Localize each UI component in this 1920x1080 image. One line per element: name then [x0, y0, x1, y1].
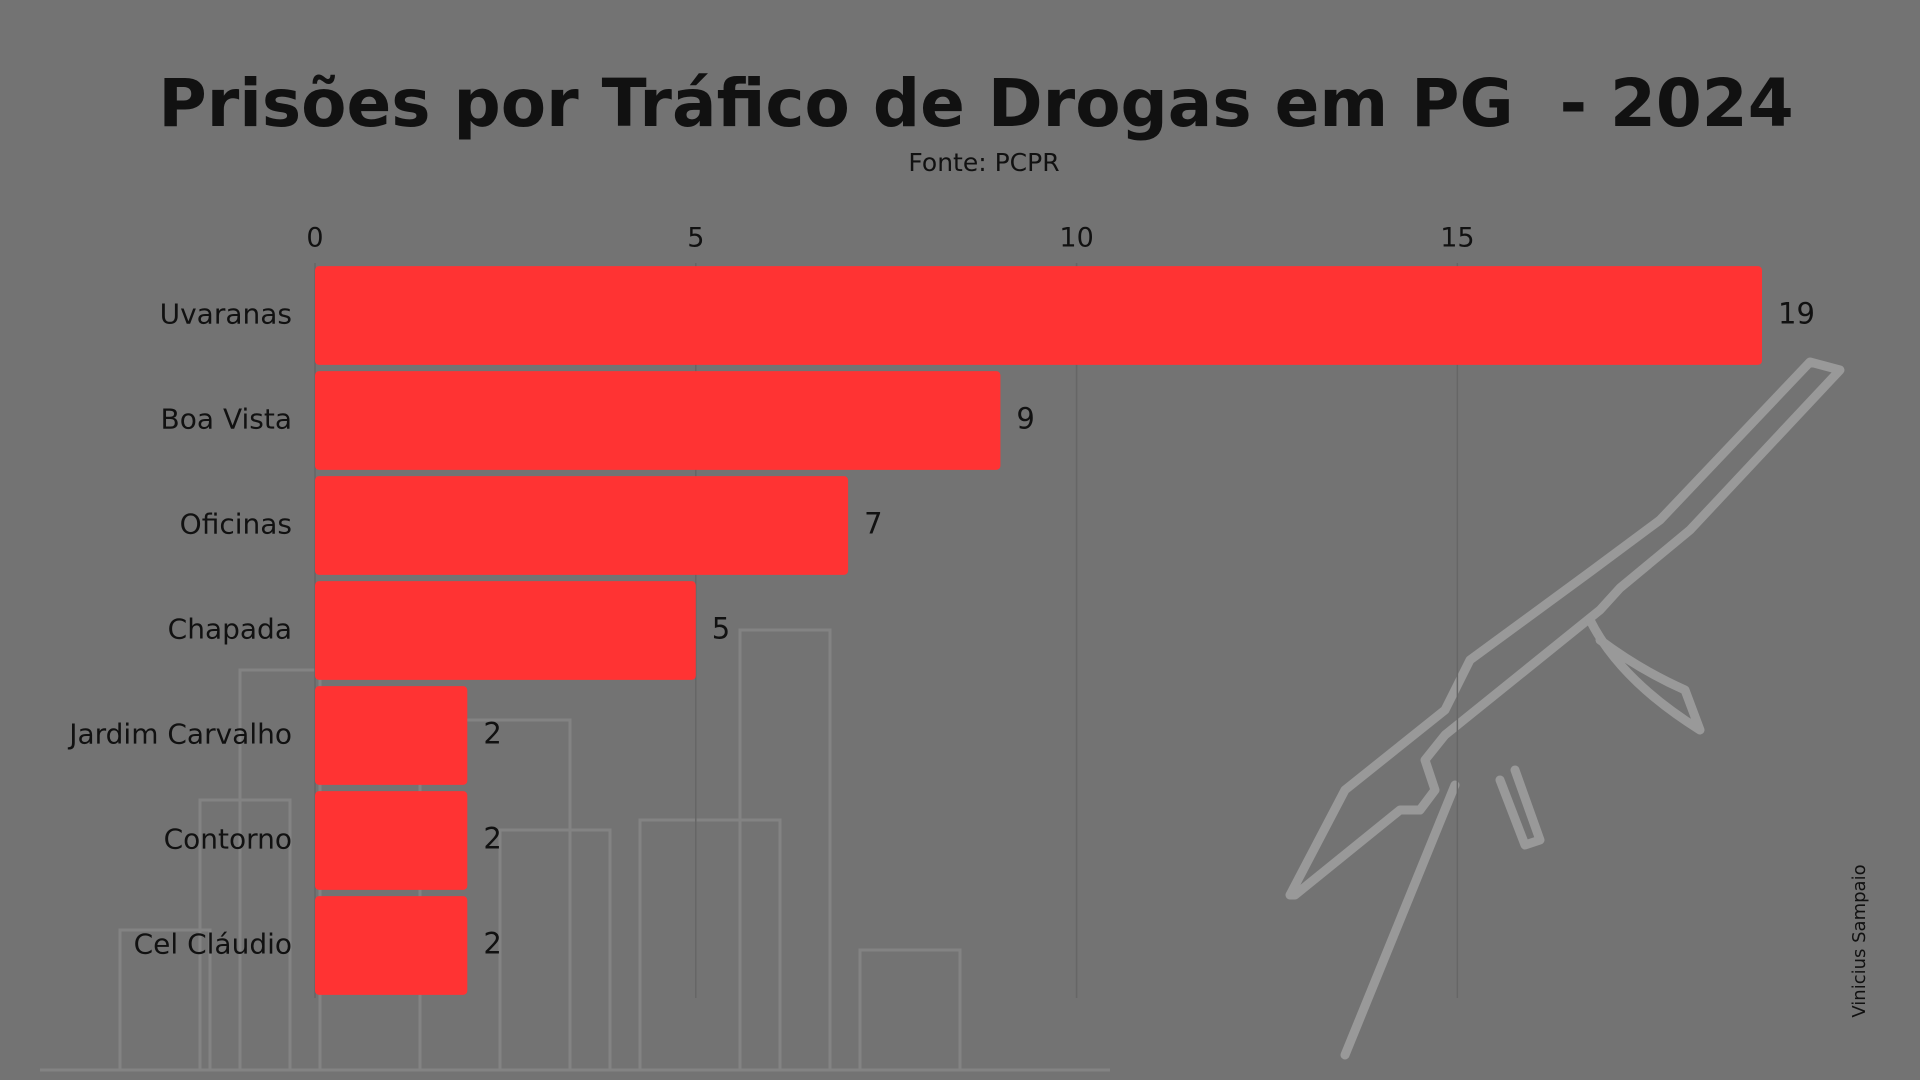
chart-subtitle: Fonte: PCPR: [908, 148, 1059, 177]
value-label: 9: [1016, 402, 1034, 436]
city-sketch: [40, 628, 1110, 1072]
credit: Vinicius Sampaio: [1849, 864, 1870, 1017]
value-label: 2: [483, 927, 501, 961]
y-tick-label: Contorno: [164, 823, 292, 856]
bar: [315, 791, 468, 890]
x-tick-label: 10: [1059, 223, 1093, 254]
y-tick-label: Chapada: [168, 613, 292, 646]
bar: [315, 476, 849, 575]
x-tick-label: 15: [1440, 223, 1474, 254]
bar: [315, 581, 696, 680]
rifle-icon: [1285, 357, 1845, 1060]
chart-title: Prisões por Tráfico de Drogas em PG - 20…: [158, 65, 1793, 142]
x-tick-label: 5: [687, 223, 704, 254]
value-label: 7: [864, 507, 882, 541]
bar: [315, 371, 1001, 470]
y-tick-label: Oficinas: [180, 508, 292, 541]
x-tick-label: 0: [306, 223, 323, 254]
y-tick-label: Uvaranas: [160, 298, 292, 331]
y-tick-label: Jardim Carvalho: [67, 718, 292, 751]
bar: [315, 686, 468, 785]
value-label: 2: [483, 822, 501, 856]
y-tick-label: Cel Cláudio: [134, 928, 292, 961]
bar: [315, 896, 468, 995]
value-label: 5: [712, 612, 730, 646]
y-tick-label: Boa Vista: [161, 403, 292, 436]
value-label: 2: [483, 717, 501, 751]
bar: [315, 266, 1762, 365]
value-label: 19: [1778, 297, 1815, 331]
